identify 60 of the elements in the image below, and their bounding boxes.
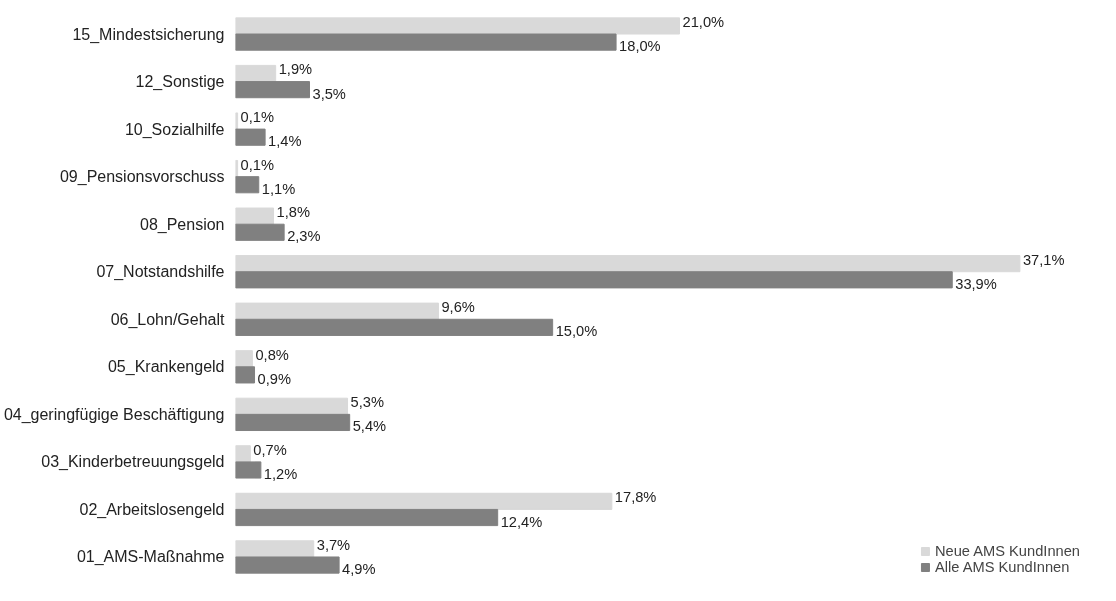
data-label: 37,1% xyxy=(1022,251,1065,268)
bar xyxy=(235,207,275,225)
data-label: 5,3% xyxy=(350,394,384,411)
data-label: 9,6% xyxy=(441,299,475,316)
bar xyxy=(235,17,680,35)
data-label: 4,9% xyxy=(342,561,376,578)
data-label: 5,4% xyxy=(352,418,387,435)
bar xyxy=(235,271,953,289)
data-label: 0,1% xyxy=(240,156,275,173)
legend-label: Alle AMS KundInnen xyxy=(934,559,1070,575)
bar xyxy=(235,556,340,574)
y-tick-label: 10_Sozialhilfe xyxy=(124,120,225,139)
data-label: 33,9% xyxy=(955,275,997,292)
bar xyxy=(235,302,439,320)
bar xyxy=(235,350,253,368)
data-label: 15,0% xyxy=(555,323,598,340)
bar xyxy=(235,413,351,432)
y-tick-label: 01_AMS-Maßnahme xyxy=(76,548,225,567)
y-tick-label: 12_Sonstige xyxy=(135,73,225,92)
data-label: 21,0% xyxy=(682,13,725,30)
y-tick-label: 02_Arbeitslosengeld xyxy=(79,500,225,519)
y-tick-label: 09_Pensionsvorschuss xyxy=(59,168,225,187)
data-label: 0,7% xyxy=(253,441,287,458)
data-label: 18,0% xyxy=(619,38,661,55)
bar xyxy=(235,128,266,146)
bar xyxy=(235,366,256,384)
bar xyxy=(235,176,260,194)
data-label: 0,8% xyxy=(255,346,289,363)
data-label: 12,4% xyxy=(500,513,543,530)
bar xyxy=(235,508,499,527)
bar xyxy=(235,255,1021,273)
data-label: 3,7% xyxy=(316,536,351,553)
bar xyxy=(235,492,613,510)
legend-label: Neue AMS KundInnen xyxy=(934,543,1080,559)
data-label: 1,2% xyxy=(263,465,298,482)
bar xyxy=(235,397,349,415)
data-label: 0,1% xyxy=(240,109,275,126)
bar xyxy=(235,81,310,99)
data-label: 1,9% xyxy=(278,61,313,78)
bar xyxy=(235,318,554,336)
data-label: 17,8% xyxy=(614,489,657,506)
data-label: 2,3% xyxy=(287,228,321,245)
y-tick-label: 07_Notstandshilfe xyxy=(96,263,225,282)
data-label: 1,1% xyxy=(261,180,296,197)
y-tick-label: 05_Krankengeld xyxy=(107,358,225,377)
bar xyxy=(235,33,617,51)
bar xyxy=(235,540,315,558)
y-tick-label: 03_Kinderbetreuungsgeld xyxy=(41,453,225,472)
data-label: 0,9% xyxy=(257,370,291,387)
data-label: 3,5% xyxy=(312,85,346,102)
bar xyxy=(235,223,285,241)
bar xyxy=(235,461,262,479)
bar xyxy=(235,445,251,463)
y-tick-label: 04_geringfügige Beschäftigung xyxy=(3,405,225,424)
y-tick-label: 06_Lohn/Gehalt xyxy=(110,310,226,329)
bar xyxy=(235,64,277,83)
y-tick-label: 15_Mindestsicherung xyxy=(72,25,225,44)
data-label: 1,8% xyxy=(276,204,310,221)
y-tick-label: 08_Pension xyxy=(139,215,225,234)
data-label: 1,4% xyxy=(268,133,302,150)
